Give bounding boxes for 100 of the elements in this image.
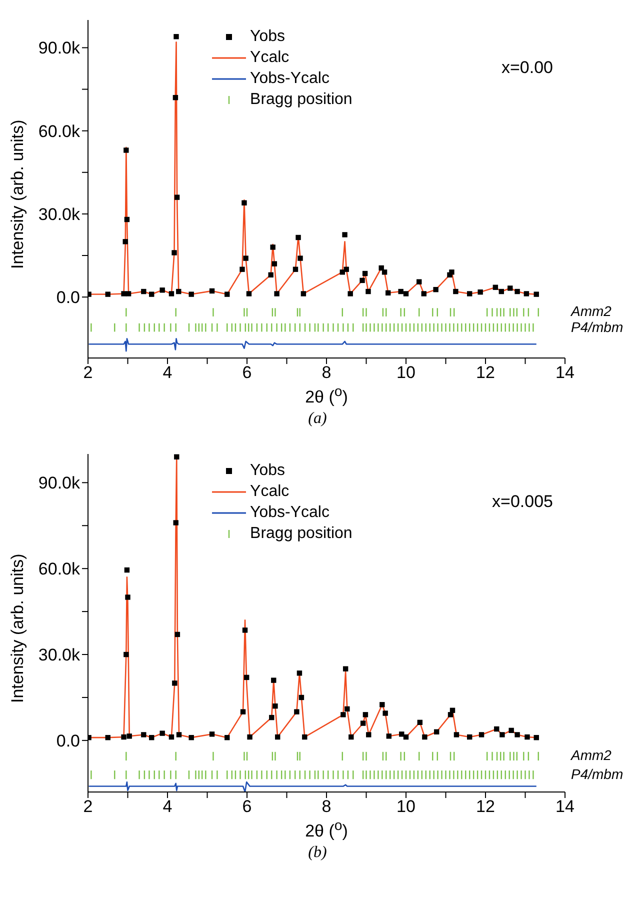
point <box>275 734 280 740</box>
point <box>124 148 129 153</box>
point <box>174 194 180 200</box>
point <box>122 239 128 244</box>
text: Amm2 <box>571 747 612 764</box>
point <box>362 270 368 276</box>
point <box>467 734 472 740</box>
point <box>348 734 354 740</box>
point <box>209 732 215 737</box>
point <box>224 734 230 740</box>
legend-label: Bragg position <box>250 524 352 544</box>
point <box>366 288 371 294</box>
point <box>247 734 252 740</box>
point <box>492 284 498 290</box>
point <box>344 706 350 712</box>
point <box>124 567 130 573</box>
point <box>240 266 245 272</box>
point <box>272 703 278 709</box>
line-series <box>88 338 538 352</box>
legend-label: Ycalc <box>250 482 290 502</box>
text: P4/mbm <box>571 766 624 782</box>
point <box>242 200 247 206</box>
y-axis-title: Intensity (arb. units) <box>8 120 28 269</box>
point <box>534 734 539 740</box>
point <box>498 288 504 294</box>
point <box>433 286 438 292</box>
legend-label: Yobs-Ycalc <box>250 503 330 523</box>
x-axis-title: 2θ ($^{o}$) <box>304 818 349 842</box>
point <box>449 270 454 275</box>
point <box>524 291 530 296</box>
point <box>514 288 520 294</box>
point <box>398 288 404 294</box>
legend-label: Ycalc <box>250 48 290 68</box>
point <box>386 734 392 739</box>
point <box>344 266 349 272</box>
x-tick-label: 10 <box>396 797 416 816</box>
text: Amm2 <box>571 303 612 320</box>
point <box>478 732 484 738</box>
point <box>172 680 178 686</box>
x-tick-label: 6 <box>242 797 252 816</box>
y-axis-title: Intensity (arb. units) <box>8 554 28 703</box>
point <box>121 291 126 296</box>
x-tick-label: 14 <box>556 797 574 816</box>
x-tick-label: 12 <box>476 797 495 816</box>
point <box>342 666 348 672</box>
point <box>382 270 388 275</box>
point <box>494 726 500 732</box>
point <box>176 288 182 294</box>
point <box>268 272 274 278</box>
point <box>172 94 178 100</box>
point <box>366 732 372 738</box>
point <box>360 278 365 284</box>
point <box>176 732 182 738</box>
point <box>126 734 132 739</box>
point <box>298 256 303 261</box>
point <box>434 729 440 734</box>
x-tick-label: 12 <box>476 363 495 382</box>
point <box>168 291 174 296</box>
annotation: x=0.005 <box>492 492 553 512</box>
point <box>450 708 456 713</box>
y-tick-label: 60.0k <box>38 560 80 579</box>
x-tick-label: 14 <box>556 363 574 382</box>
x-tick-label: 4 <box>162 363 172 382</box>
x-tick-label: 2 <box>83 363 93 382</box>
y-tick-label: 90.0k <box>38 474 80 493</box>
text: (b) <box>307 844 328 862</box>
x-tick-label: 4 <box>162 797 172 816</box>
x-tick-label: 2 <box>83 797 93 816</box>
point <box>467 291 472 296</box>
point <box>209 288 215 294</box>
point <box>386 290 391 296</box>
point <box>168 734 174 740</box>
text: P4/mbm <box>571 318 624 335</box>
point <box>500 732 505 738</box>
point <box>421 291 426 296</box>
y-tick-label: 0.0 <box>56 288 80 308</box>
point <box>188 292 194 297</box>
point <box>453 288 458 294</box>
point <box>121 734 126 740</box>
point <box>524 734 530 740</box>
point <box>380 702 385 708</box>
point <box>298 694 304 700</box>
point <box>302 734 308 740</box>
x-tick-label: 6 <box>242 363 252 382</box>
point <box>508 728 514 734</box>
annotation: x=0.00 <box>501 58 553 78</box>
point <box>124 652 129 658</box>
line-series <box>88 781 538 792</box>
point <box>105 292 110 297</box>
point <box>270 244 276 250</box>
point <box>296 670 302 676</box>
point <box>416 279 422 284</box>
y-tick-label: 30.0k <box>38 646 80 665</box>
point <box>422 734 428 740</box>
point <box>294 709 300 714</box>
point <box>274 291 280 296</box>
point <box>271 678 276 683</box>
point <box>160 288 165 293</box>
point <box>348 291 353 296</box>
point <box>478 289 483 295</box>
